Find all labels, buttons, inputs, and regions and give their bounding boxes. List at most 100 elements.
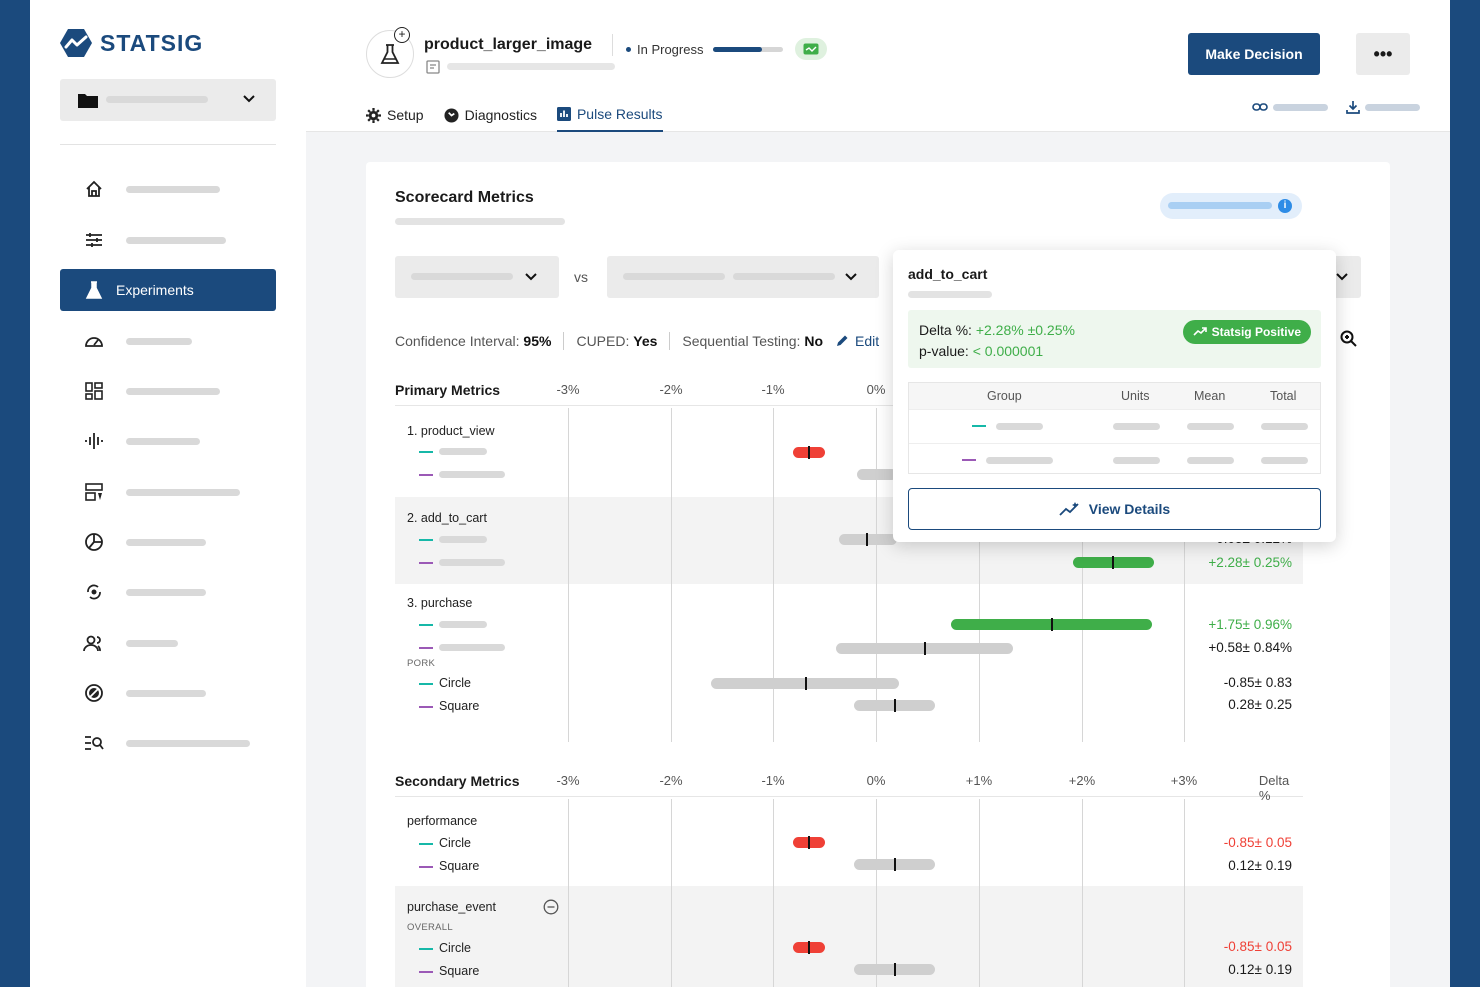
axis-label: 0%	[866, 382, 886, 397]
nav-item-layers[interactable]	[60, 471, 276, 513]
delta-value: -0.85± 0.05	[1223, 939, 1292, 954]
select-placeholder	[623, 273, 725, 280]
grid-line	[1184, 799, 1185, 987]
control-group-select[interactable]	[395, 256, 559, 298]
group-legend: Circle	[419, 941, 471, 955]
vs-label: vs	[574, 269, 588, 285]
group-name: Square	[439, 699, 480, 713]
link-icon[interactable]	[1252, 101, 1268, 113]
group-name: Square	[439, 964, 480, 978]
tab-setup[interactable]: Setup	[366, 98, 424, 132]
pvalue-line: p-value: < 0.000001	[919, 343, 1043, 359]
primary-metrics-title: Primary Metrics	[395, 382, 501, 398]
brand-name: STATSIG	[100, 29, 204, 56]
cell-placeholder	[1261, 423, 1308, 430]
tab-pulse-results[interactable]: Pulse Results	[556, 98, 663, 132]
download-icon[interactable]	[1346, 100, 1360, 114]
users-icon	[80, 634, 108, 652]
view-details-button[interactable]: View Details	[908, 488, 1321, 530]
ci-bar-neutral[interactable]	[836, 642, 1013, 655]
add-icon[interactable]: +	[394, 27, 410, 43]
tab-diagnostics[interactable]: Diagnostics	[444, 98, 537, 132]
group-legend	[419, 617, 487, 631]
table-row	[909, 443, 1320, 475]
nav-label-placeholder	[126, 689, 206, 697]
make-decision-button[interactable]: Make Decision	[1188, 33, 1320, 75]
nav-item-events[interactable]	[60, 420, 276, 462]
metric-name[interactable]: 2. add_to_cart	[407, 511, 487, 525]
pvalue-value: < 0.000001	[972, 343, 1044, 359]
select-placeholder	[733, 273, 835, 280]
tab-pulse-results-label: Pulse Results	[576, 106, 663, 122]
nav-label-placeholder	[126, 437, 200, 445]
tab-bar: Setup Diagnostics Pulse Results	[366, 98, 663, 132]
grid-line	[876, 408, 877, 742]
teal-legend-line	[419, 842, 433, 845]
sequential-value: No	[804, 333, 824, 349]
purple-legend-line	[419, 561, 433, 564]
nav-item-holdouts[interactable]	[60, 672, 276, 714]
nav-item-gauge[interactable]	[60, 320, 276, 362]
grid-line	[1082, 799, 1083, 987]
ci-bar-negative[interactable]	[793, 836, 825, 849]
delta-percent: +2.28% ±0.25%	[975, 322, 1075, 338]
metric-name[interactable]: purchase_event	[407, 900, 496, 914]
purple-legend-line	[419, 705, 433, 708]
ci-bar-neutral[interactable]	[839, 533, 897, 546]
project-select[interactable]	[60, 79, 276, 121]
nav-item-dashboards[interactable]	[60, 370, 276, 412]
note-icon[interactable]	[426, 60, 440, 74]
metric-name[interactable]: 3. purchase	[407, 596, 473, 610]
nav-item-segments[interactable]	[60, 521, 276, 563]
ci-bar-neutral[interactable]	[854, 699, 935, 712]
more-options-button[interactable]: •••	[1356, 33, 1410, 75]
test-group-select[interactable]	[607, 256, 879, 298]
ci-bar-positive[interactable]	[1073, 556, 1154, 569]
tab-setup-label: Setup	[387, 107, 424, 123]
layers-icon	[80, 483, 108, 501]
nav-label-placeholder	[126, 236, 226, 244]
mean-tick	[894, 858, 896, 871]
nav-item-insights[interactable]	[60, 722, 276, 764]
delta-value: +1.75± 0.96%	[1208, 617, 1292, 632]
group-placeholder	[439, 559, 505, 567]
zoom-icon[interactable]	[1340, 330, 1358, 348]
nav-item-autotune[interactable]	[60, 571, 276, 613]
group-placeholder	[439, 644, 505, 652]
gauge-icon	[80, 332, 108, 350]
cuped-value: Yes	[633, 333, 658, 349]
group-placeholder	[439, 471, 505, 479]
nav-item-users[interactable]	[60, 622, 276, 664]
ci-bar-neutral[interactable]	[711, 677, 899, 690]
metric-name[interactable]: performance	[407, 814, 478, 828]
ci-bar-negative[interactable]	[793, 446, 825, 459]
ci-bar-neutral[interactable]	[857, 469, 897, 480]
card-title: Scorecard Metrics	[395, 189, 534, 206]
statsig-logo[interactable]: STATSIG	[60, 28, 203, 58]
ci-bar-neutral[interactable]	[854, 963, 935, 976]
ci-bar-negative[interactable]	[793, 941, 825, 954]
mean-tick	[1112, 556, 1114, 569]
nav-item-settings[interactable]	[60, 219, 276, 261]
delta-value: 0.12± 0.19	[1228, 858, 1292, 873]
metric-name[interactable]: 1. product_view	[407, 424, 495, 438]
group-legend	[419, 532, 487, 546]
purple-legend-line	[419, 865, 433, 868]
collapse-icon[interactable]	[543, 899, 559, 915]
info-pill[interactable]: i	[1160, 193, 1302, 219]
delta-line: Delta %: +2.28% ±0.25%	[919, 322, 1075, 338]
popover-subtitle-placeholder	[908, 291, 992, 298]
sidebar: STATSIG Experiments	[30, 0, 306, 987]
table-row	[909, 409, 1320, 441]
ci-bar-neutral[interactable]	[854, 858, 935, 871]
statsig-logo-icon	[60, 29, 92, 57]
teal-legend-line	[419, 538, 433, 541]
edit-settings-button[interactable]: Edit	[835, 333, 879, 349]
nav-item-experiments[interactable]: Experiments	[60, 269, 276, 311]
group-legend: Square	[419, 859, 479, 873]
health-check-badge[interactable]	[795, 38, 828, 60]
gear-icon	[366, 107, 381, 123]
nav-item-home[interactable]	[60, 168, 276, 210]
popover-metric-name: add_to_cart	[908, 266, 988, 282]
ci-bar-positive[interactable]	[951, 618, 1152, 631]
